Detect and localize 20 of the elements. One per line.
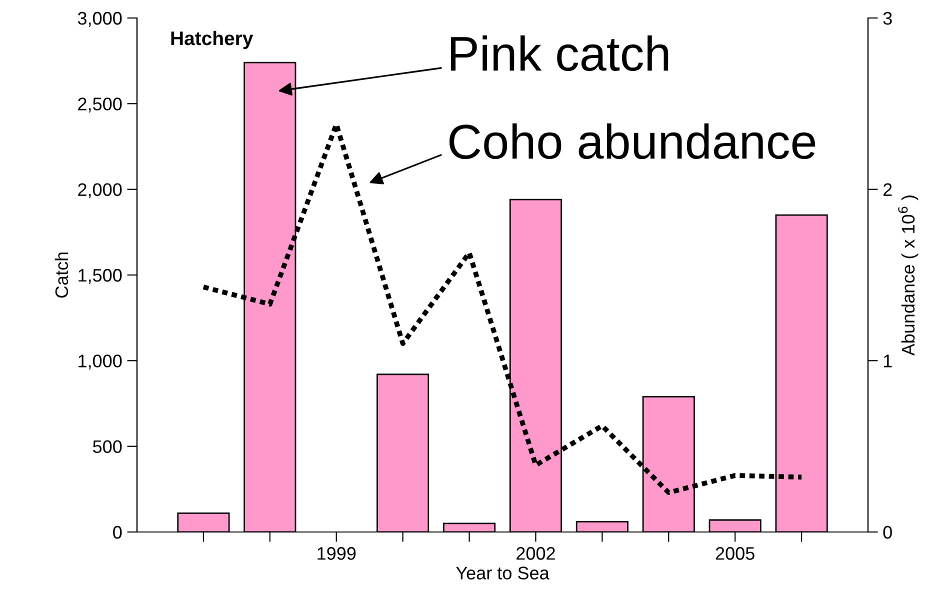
y2-axis-title: Abundance ( x 10$^{6}$ ) [898,196,918,356]
y-tick-label: 2,000 [78,183,122,198]
y2-tick-label: 2 [883,183,892,196]
y-tick-label: 0 [113,526,122,539]
x-tick-label: 2002 [516,547,555,560]
y2-tick-label: 3 [883,12,892,25]
y-tick-label: 1,500 [78,268,122,284]
y2-tick-label: 1 [884,354,892,368]
y-tick-label: 500 [93,440,122,454]
y-tick-label: 3,000 [78,12,122,27]
y2-tick-label: 0 [883,526,892,539]
y-tick-label: 1,000 [78,354,122,370]
x-axis-title: Year to Sea [456,566,550,580]
annotation: Hatchery [171,30,254,50]
x-tick-label: 2005 [716,547,754,560]
y-tick-label: 2,500 [78,98,122,113]
annotation: Pink catch [450,35,668,72]
x-tick-label: 1999 [318,547,356,560]
y-axis-title: Catch [54,252,68,298]
annotation: Coho abundance [449,123,816,160]
